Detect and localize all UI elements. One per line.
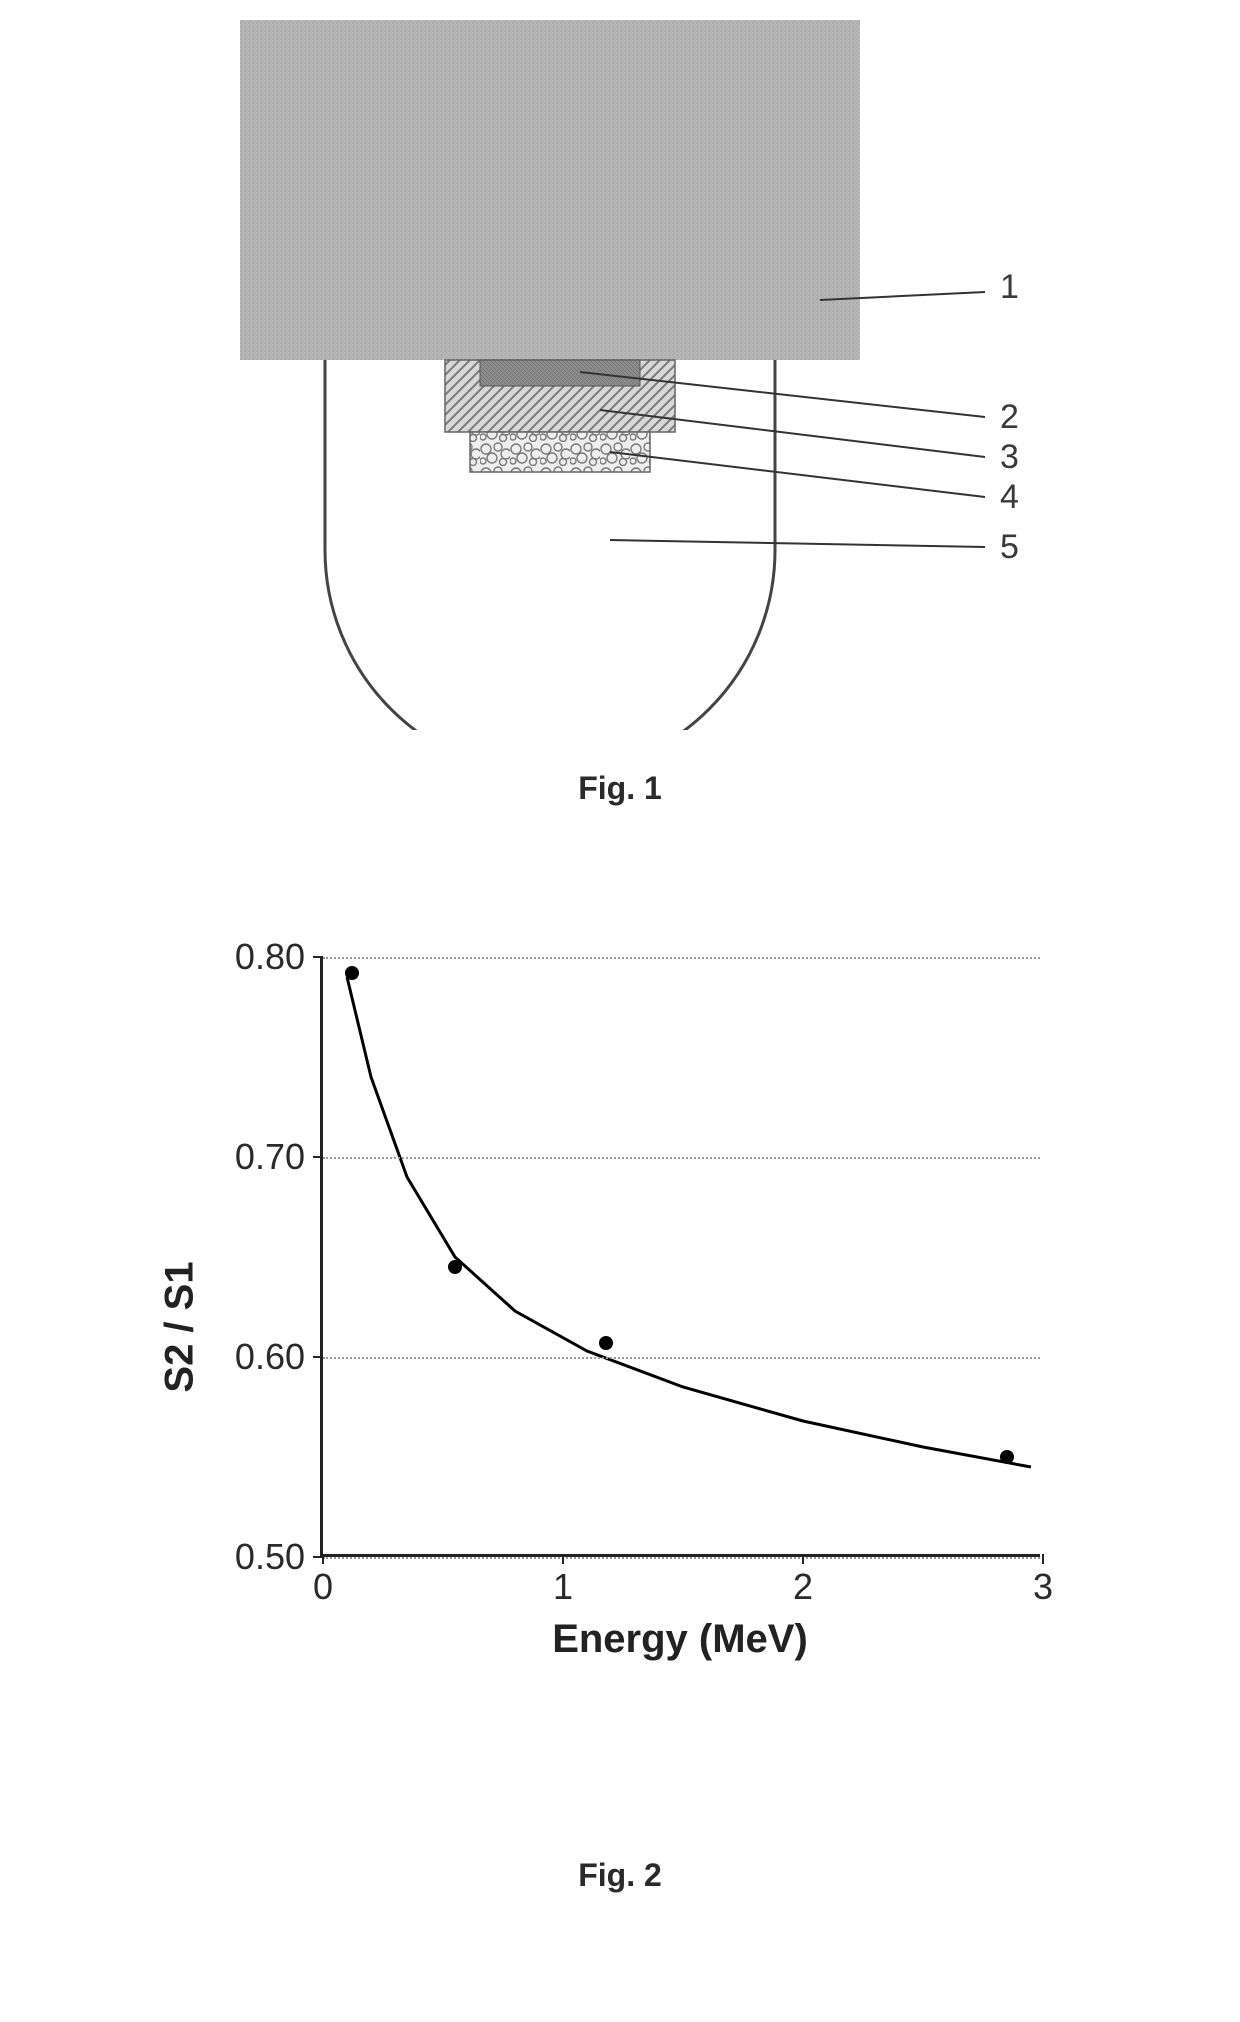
leader-4 [610, 452, 985, 497]
label-3: 3 [1000, 438, 1019, 477]
label-5: 5 [1000, 528, 1019, 567]
ytick-label: 0.80 [235, 936, 305, 978]
gridline-h [323, 957, 1040, 959]
block-region-1 [240, 20, 860, 360]
figure-2-container: S2 / S1 0.500.600.700.800123 Energy (MeV… [0, 917, 1240, 1894]
ytick-mark [313, 1356, 323, 1358]
data-point [1000, 1450, 1014, 1464]
ytick-mark [313, 956, 323, 958]
layer-region-4 [470, 432, 650, 472]
xtick-label: 2 [793, 1566, 813, 1608]
label-1: 1 [1000, 268, 1019, 307]
y-axis-label: S2 / S1 [158, 1261, 203, 1392]
figure-1-diagram: 1 2 3 4 5 [180, 10, 1060, 730]
plot-area: 0.500.600.700.800123 [320, 957, 1040, 1557]
figure-2-caption: Fig. 2 [0, 1857, 1240, 1894]
ytick-label: 0.70 [235, 1136, 305, 1178]
layer-region-2 [480, 360, 640, 386]
fit-curve-svg [323, 957, 1040, 1554]
leader-5 [610, 540, 985, 547]
xtick-mark [802, 1554, 804, 1564]
label-4: 4 [1000, 478, 1019, 517]
gridline-h [323, 1357, 1040, 1359]
leader-3 [600, 410, 985, 457]
x-axis-label: Energy (MeV) [552, 1617, 808, 1837]
ytick-label: 0.60 [235, 1336, 305, 1378]
gridline-h [323, 1557, 1040, 1559]
figure-1-svg [180, 10, 1060, 730]
figure-1-container: 1 2 3 4 5 Fig. 1 [0, 0, 1240, 807]
xtick-label: 3 [1033, 1566, 1053, 1608]
xtick-label: 1 [553, 1566, 573, 1608]
data-point [345, 966, 359, 980]
xtick-mark [322, 1554, 324, 1564]
figure-1-caption: Fig. 1 [0, 770, 1240, 807]
data-point [448, 1260, 462, 1274]
label-2: 2 [1000, 398, 1019, 437]
ytick-mark [313, 1156, 323, 1158]
data-point [599, 1336, 613, 1350]
xtick-mark [1042, 1554, 1044, 1564]
xtick-mark [562, 1554, 564, 1564]
fit-curve [347, 977, 1031, 1467]
figure-2-chart: S2 / S1 0.500.600.700.800123 Energy (MeV… [140, 917, 1100, 1737]
ytick-label: 0.50 [235, 1536, 305, 1578]
gridline-h [323, 1157, 1040, 1159]
xtick-label: 0 [313, 1566, 333, 1608]
